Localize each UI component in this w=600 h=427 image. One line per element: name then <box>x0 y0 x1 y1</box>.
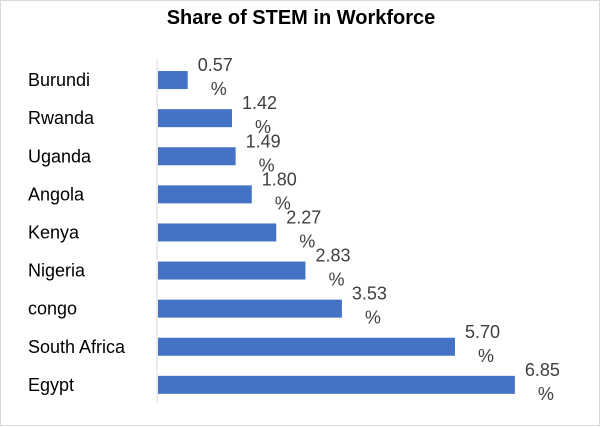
bar-egypt <box>158 375 515 394</box>
value-label-suffix-angola: % <box>275 193 291 213</box>
bar-burundi <box>158 71 188 90</box>
value-label-kenya: 2.27 <box>286 207 321 227</box>
bar-kenya <box>158 223 277 242</box>
value-label-angola: 1.80 <box>262 169 297 189</box>
value-label-suffix-south-africa: % <box>478 346 494 366</box>
value-label-burundi: 0.57 <box>198 55 233 75</box>
bar-south-africa <box>158 337 455 356</box>
category-label-kenya: Kenya <box>28 222 80 242</box>
chart-title: Share of STEM in Workforce <box>166 7 436 29</box>
value-label-suffix-uganda: % <box>259 155 275 175</box>
category-label-burundi: Burundi <box>28 70 90 90</box>
value-label-suffix-egypt: % <box>538 384 554 404</box>
value-label-suffix-congo: % <box>365 308 381 328</box>
value-label-egypt: 6.85 <box>525 360 560 380</box>
category-labels: Burundi Rwanda Uganda Angola Kenya Nigeria con… <box>28 70 126 395</box>
value-label-suffix-burundi: % <box>211 79 227 99</box>
value-label-suffix-kenya: % <box>299 231 315 251</box>
bars <box>158 71 515 394</box>
value-label-uganda: 1.49 <box>246 131 281 151</box>
category-label-egypt: Egypt <box>28 375 74 395</box>
bar-congo <box>158 299 342 318</box>
bar-rwanda <box>158 109 232 128</box>
category-label-rwanda: Rwanda <box>28 108 95 128</box>
value-label-suffix-rwanda: % <box>255 117 271 137</box>
bar-nigeria <box>158 261 306 280</box>
category-label-nigeria: Nigeria <box>28 261 86 281</box>
value-label-nigeria: 2.83 <box>315 246 350 266</box>
category-label-uganda: Uganda <box>28 146 92 166</box>
category-label-congo: congo <box>28 299 77 319</box>
value-label-suffix-nigeria: % <box>328 270 344 290</box>
value-label-congo: 3.53 <box>352 284 387 304</box>
category-label-angola: Angola <box>28 184 85 204</box>
value-label-south-africa: 5.70 <box>465 322 500 342</box>
bar-angola <box>158 185 252 204</box>
value-labels: 0.57%1.42%1.49%1.80%2.27%2.83%3.53%5.70%… <box>198 55 560 404</box>
value-label-rwanda: 1.42 <box>242 93 277 113</box>
bar-uganda <box>158 147 236 166</box>
category-label-south-africa: South Africa <box>28 337 126 357</box>
